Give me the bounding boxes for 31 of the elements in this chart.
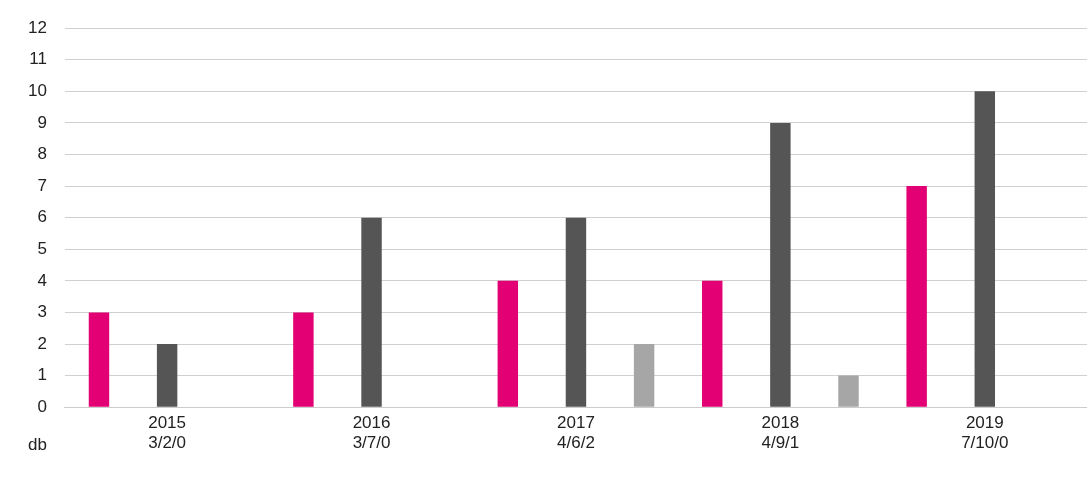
y-axis-title: db bbox=[27, 434, 47, 454]
bar bbox=[702, 280, 723, 407]
x-tick-label: 2017 4/6/2 bbox=[557, 413, 595, 453]
bar bbox=[293, 312, 314, 407]
y-tick-label: 6 bbox=[37, 207, 47, 227]
y-tick-label: 3 bbox=[37, 302, 47, 322]
bar bbox=[156, 344, 178, 407]
bar bbox=[565, 217, 587, 407]
y-tick-label: 12 bbox=[27, 17, 47, 37]
x-tick-label: 2015 3/2/0 bbox=[148, 413, 187, 453]
bar bbox=[633, 344, 655, 407]
x-tick-label: 2016 3/7/0 bbox=[352, 413, 391, 453]
y-tick-label: 1 bbox=[37, 365, 47, 385]
bar bbox=[906, 186, 927, 407]
y-tick-label: 4 bbox=[37, 270, 47, 290]
x-tick-label: 2019 7/10/0 bbox=[961, 413, 1009, 453]
bar bbox=[770, 122, 791, 407]
x-tick-label: 2018 4/9/1 bbox=[761, 413, 800, 453]
y-tick-label: 9 bbox=[37, 112, 47, 132]
y-tick-label: 5 bbox=[37, 238, 47, 258]
y-tick-label: 11 bbox=[29, 49, 47, 69]
bar bbox=[838, 375, 859, 407]
y-tick-label: 2 bbox=[37, 333, 47, 353]
bar bbox=[974, 91, 996, 407]
y-tick-label: 7 bbox=[37, 175, 47, 195]
bar bbox=[361, 217, 382, 407]
y-tick-label: 10 bbox=[27, 81, 47, 101]
y-tick-label: 0 bbox=[37, 396, 47, 416]
y-tick-label: 8 bbox=[37, 144, 47, 164]
bar bbox=[88, 312, 110, 407]
bar bbox=[497, 280, 519, 407]
